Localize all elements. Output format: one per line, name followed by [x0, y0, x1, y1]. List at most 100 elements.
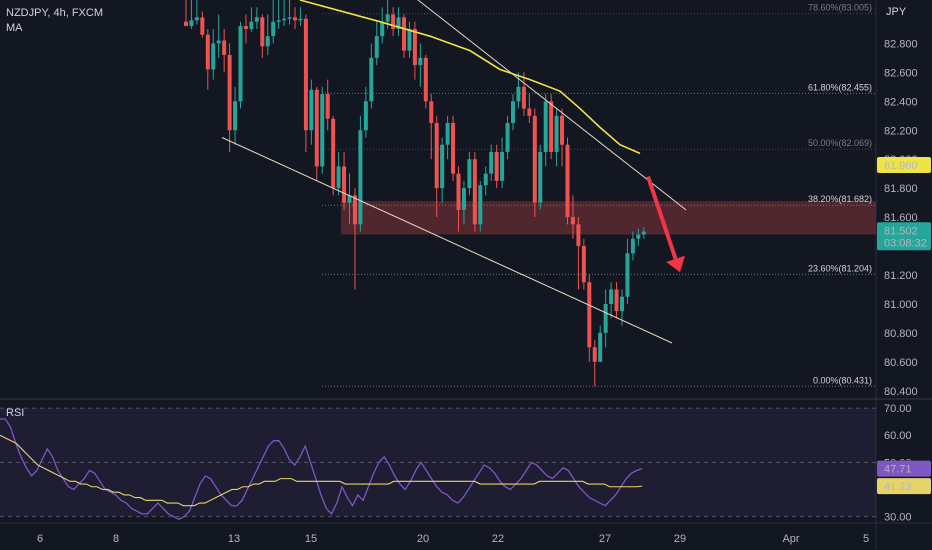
price-tick-label: 81.800 [884, 183, 918, 195]
trendline [417, 0, 687, 211]
down-arrow-shaft [646, 175, 678, 260]
ma-price-tag [877, 156, 931, 173]
candle-body [511, 101, 515, 124]
candle-body [260, 17, 265, 47]
candle-body [641, 231, 646, 235]
candle-body [238, 26, 243, 102]
price-tick-label: 80.800 [884, 328, 918, 340]
candle-body [358, 130, 363, 225]
candle-body [184, 21, 188, 27]
candle-body [609, 289, 614, 304]
candle-body [363, 101, 368, 131]
candle-body [287, 17, 292, 19]
candle-body [560, 115, 565, 145]
down-arrow-head [666, 255, 686, 273]
fib-level-label: 23.60%(81.204) [808, 263, 872, 273]
candle-body [592, 347, 597, 362]
candle-body [418, 57, 423, 66]
price-tick-label: 82.200 [884, 125, 918, 137]
candle-body [505, 123, 510, 152]
candle-body [254, 17, 259, 22]
fib-level-label: 78.60%(83.005) [808, 3, 872, 13]
price-tick-label: 80.400 [884, 386, 918, 398]
fib-level-label: 50.00%(82.069) [808, 138, 872, 148]
rsi-tick-label: 70.00 [884, 403, 912, 415]
price-tick-label: 81.600 [884, 212, 918, 224]
price-tick-label: 81.200 [884, 270, 918, 282]
candle-body [374, 36, 379, 58]
fib-level-label: 0.00%(80.431) [813, 375, 872, 385]
candle-body [205, 34, 210, 70]
price-tick-label: 82.400 [884, 96, 918, 108]
time-tick-label: 5 [863, 533, 869, 545]
candle-body [271, 21, 276, 37]
candle-body [380, 21, 385, 37]
time-tick-label: 22 [492, 533, 504, 545]
candle-body [587, 282, 592, 348]
rsi-legend[interactable]: RSI [6, 407, 25, 419]
candle-body [282, 18, 287, 21]
candle-body [521, 86, 526, 109]
candle-body [483, 173, 488, 186]
candle-body [636, 234, 641, 239]
candle-body [532, 115, 537, 203]
candle-body [249, 21, 254, 29]
candle-body [478, 185, 483, 225]
candle-body [538, 151, 543, 203]
last-price-tag-label: 81.502 [884, 225, 918, 237]
candle-body [445, 123, 450, 145]
candle-body [309, 89, 314, 131]
candle-body [385, 14, 390, 22]
candle-body [331, 118, 336, 189]
candle-body [211, 43, 216, 70]
candle-body [554, 115, 559, 152]
fib-level-label: 61.80%(82.455) [808, 82, 872, 92]
rsi-tick-label: 60.00 [884, 430, 912, 442]
candle-body [472, 159, 477, 225]
time-tick-label: 20 [417, 533, 429, 545]
price-tick-label: 81.000 [884, 299, 918, 311]
moving-average-line [299, 0, 641, 155]
candle-body [423, 57, 428, 102]
resistance-zone [341, 201, 876, 235]
candle-body [227, 54, 232, 131]
candle-body [527, 108, 532, 116]
candle-body [412, 28, 417, 66]
candle-body [494, 151, 499, 181]
candle-body [467, 159, 472, 189]
time-tick-label: 27 [599, 533, 611, 545]
candle-body [189, 20, 194, 27]
candle-body [440, 144, 445, 189]
candle-body [565, 144, 570, 218]
symbol-legend[interactable]: NZDJPY, 4h, FXCM [6, 7, 103, 19]
candle-body [429, 101, 434, 124]
candle-body [402, 17, 406, 51]
ma-price-tag-label: 81.960 [884, 160, 918, 172]
candle-body [489, 151, 494, 174]
candle-body [456, 173, 461, 210]
time-tick-label: 29 [674, 533, 686, 545]
candle-body [598, 332, 603, 362]
currency-label: JPY [886, 6, 907, 18]
candle-body [222, 40, 227, 55]
rsi-value-tag-label: 47.71 [884, 464, 912, 476]
rsi-ma-line [0, 434, 643, 507]
last-price-tag [877, 222, 931, 251]
candle-body [347, 195, 352, 203]
price-tick-label: 82.800 [884, 38, 918, 50]
time-tick-label: 15 [305, 533, 317, 545]
rsi-ma-value-tag-label: 41.23 [884, 481, 912, 493]
candle-body [576, 224, 581, 247]
candle-body [581, 246, 586, 283]
time-tick-label: Apr [782, 533, 799, 545]
candle-body [194, 17, 199, 21]
candle-body [434, 123, 439, 189]
candle-body [451, 123, 456, 174]
candle-body [216, 40, 221, 44]
candle-body [336, 166, 341, 189]
time-tick-label: 8 [113, 533, 119, 545]
candle-body [342, 166, 347, 203]
rsi-value-tag [877, 460, 931, 477]
ma-legend[interactable]: MA [6, 22, 23, 34]
